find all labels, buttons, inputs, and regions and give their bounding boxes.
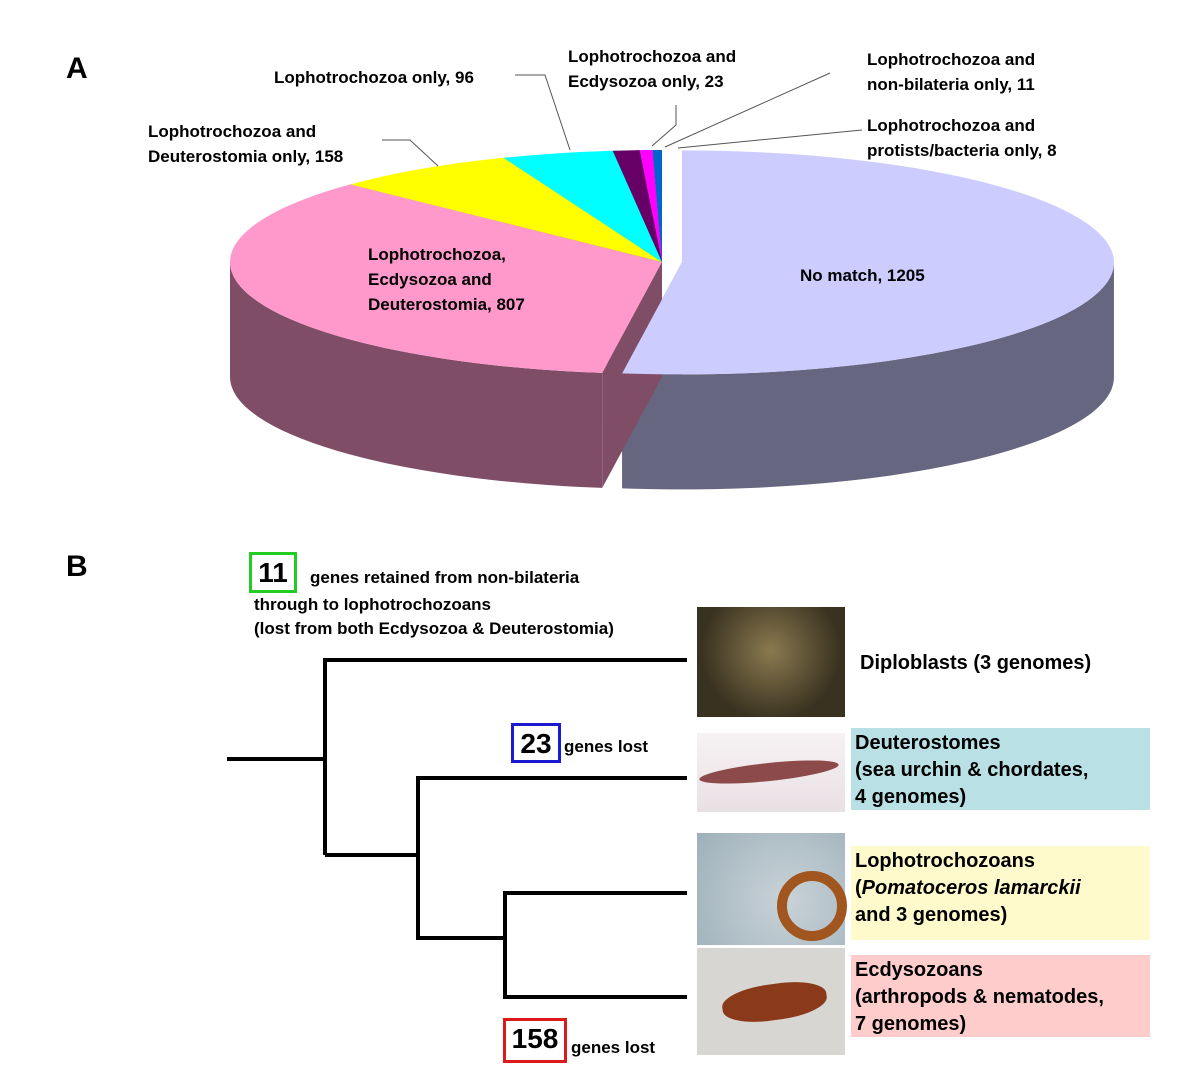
taxon-line: Deuterostomes	[855, 732, 1001, 754]
diploblast-photo	[697, 607, 845, 717]
slice	[612, 150, 662, 262]
taxon-line: Ecdysozoans	[855, 959, 983, 981]
annotation: (lost from both Ecdysozoa & Deuterostomi…	[254, 619, 614, 638]
slice-side	[622, 262, 1114, 490]
annotation: genes retained from non-bilateria	[310, 568, 580, 587]
annotation: genes lost	[571, 1038, 656, 1057]
slice-label: No match, 1205	[800, 266, 925, 285]
panel-label: A	[66, 52, 88, 85]
slice-label: Lophotrochozoa and protists/bacteria onl…	[867, 116, 1057, 160]
slice	[622, 150, 1114, 375]
pie	[229, 150, 1114, 490]
slice-label: Lophotrochozoa and Ecdysozoa only, 23	[568, 47, 737, 91]
slice-label: Lophotrochozoa only, 96	[274, 68, 474, 87]
species-name: Pomatoceros lamarckii	[861, 877, 1081, 899]
taxon-line: 4 genomes)	[855, 786, 967, 808]
taxon-line: and 3 genomes)	[855, 904, 1008, 926]
tree	[227, 658, 687, 999]
taxon-line: (arthropods & nematodes,	[855, 986, 1104, 1008]
taxon-label: Lophotrochozoans (Pomatoceros lamarckii …	[851, 846, 1150, 940]
deuterostome-photo	[697, 733, 845, 812]
slice	[639, 150, 662, 262]
slice-side	[230, 262, 603, 488]
slice	[652, 150, 662, 262]
taxon-line: Lophotrochozoans	[855, 850, 1035, 872]
leader-line	[382, 139, 439, 167]
taxon-text: (	[855, 877, 862, 899]
slice-label: Lophotrochozoa and non-bilateria only, 1…	[867, 50, 1036, 94]
leader-line	[651, 105, 677, 147]
panel-label: B	[66, 550, 88, 583]
slice-label: Lophotrochozoa and Deuterostomia only, 1…	[148, 122, 344, 166]
taxon-line: Diploblasts (3 genomes)	[860, 652, 1092, 674]
leader-lines	[382, 72, 863, 167]
taxon-label: Ecdysozoans (arthropods & nematodes, 7 g…	[851, 955, 1150, 1037]
taxon-line: (sea urchin & chordates,	[855, 759, 1089, 781]
slice	[503, 150, 662, 262]
taxon-line: 7 genomes)	[855, 1013, 967, 1035]
taxon-line: (Pomatoceros lamarckii	[855, 875, 1146, 902]
gene-count: 11	[249, 552, 297, 593]
lophotrochozoan-photo	[697, 833, 847, 945]
tree-branches	[227, 658, 687, 999]
leader-line	[515, 74, 571, 151]
annotation: genes lost	[564, 737, 649, 756]
gene-count: 23	[511, 723, 561, 763]
taxon-label: Deuterostomes (sea urchin & chordates, 4…	[851, 728, 1150, 810]
slice	[229, 184, 662, 373]
slice	[350, 157, 662, 262]
slice-label: Lophotrochozoa, Ecdysozoa and Deuterosto…	[368, 245, 525, 314]
ecdysozoan-photo	[697, 948, 845, 1055]
annotation: through to lophotrochozoans	[254, 595, 492, 614]
leader-line	[677, 129, 863, 149]
leader-line	[664, 72, 831, 148]
taxon-label: Diploblasts (3 genomes)	[856, 648, 1095, 679]
gene-count: 158	[503, 1018, 567, 1063]
